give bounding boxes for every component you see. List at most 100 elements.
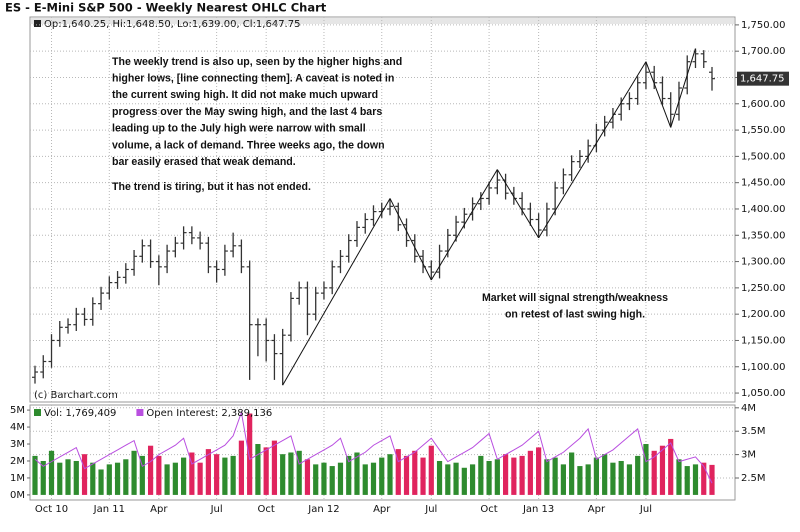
- swing-line: [389, 198, 432, 281]
- volume-bar: [593, 457, 600, 495]
- chart-title: ES - E-Mini S&P 500 - Weekly Nearest OHL…: [5, 1, 327, 15]
- x-tick-label: Apr: [150, 504, 168, 515]
- volume-bar: [222, 457, 228, 495]
- volume-bar: [436, 460, 443, 495]
- y-tick-label: 0M: [10, 490, 25, 501]
- volume-bar: [247, 413, 253, 495]
- volume-bar: [626, 464, 633, 495]
- volume-bar: [651, 450, 657, 495]
- volume-bar: [214, 454, 220, 495]
- legend-swatch: [34, 409, 41, 416]
- volume-bar: [701, 462, 707, 495]
- volume-bar: [181, 457, 187, 495]
- volume-bar: [346, 455, 352, 495]
- x-tick-label: Jan 12: [307, 504, 339, 515]
- volume-bar: [48, 450, 55, 495]
- annotation: The trend is tiring, but it has not ende…: [112, 181, 311, 193]
- volume-bar: [370, 462, 377, 495]
- open-interest-line: [34, 410, 713, 484]
- y-tick-label: 1,750.00: [741, 20, 786, 31]
- volume-bar: [73, 460, 79, 495]
- volume-bar: [280, 454, 286, 495]
- volume-bar: [692, 464, 699, 495]
- y-tick-label: 1,200.00: [741, 309, 786, 320]
- volume-bar: [139, 455, 145, 495]
- volume-bar: [428, 445, 434, 495]
- volume-bar: [123, 459, 129, 495]
- x-tick-label: Oct 10: [35, 504, 68, 515]
- volume-bar: [114, 462, 121, 495]
- y-tick-label: 4M: [10, 422, 25, 433]
- volume-bar: [321, 462, 327, 495]
- volume-bar: [313, 464, 319, 495]
- volume-bar: [478, 455, 484, 495]
- volume-bar: [453, 462, 459, 495]
- volume-bar: [395, 449, 401, 495]
- y-tick-label: 1,350.00: [741, 230, 786, 241]
- volume-bar: [461, 467, 467, 495]
- volume-bar: [602, 454, 608, 495]
- y-tick-label: 1,600.00: [741, 99, 786, 110]
- y-tick-label: 5M: [10, 405, 25, 416]
- volume-bar: [668, 438, 674, 495]
- y-tick-label: 1,050.00: [741, 388, 786, 399]
- swing-line: [282, 198, 391, 386]
- volume-bar: [329, 466, 335, 495]
- x-tick-label: Jul: [639, 504, 652, 515]
- volume-bar: [552, 457, 558, 495]
- annotation: progress over the May swing high, and th…: [112, 106, 382, 118]
- volume-bar: [527, 450, 533, 495]
- volume-bar: [618, 460, 624, 495]
- volume-bar: [387, 454, 393, 495]
- volume-bar: [238, 440, 245, 495]
- volume-bar: [304, 459, 311, 495]
- volume-bar: [412, 450, 418, 495]
- volume-bar: [57, 462, 63, 495]
- y-tick-label: 2M: [10, 456, 25, 467]
- volume-bar: [296, 450, 302, 495]
- annotation: the current swing high. It did not make …: [112, 89, 378, 101]
- volume-bar: [577, 466, 583, 495]
- y2-tick-label: 3.5M: [741, 426, 766, 437]
- x-tick-label: Oct: [480, 504, 497, 515]
- volume-bar: [544, 459, 550, 495]
- y-tick-label: 1,400.00: [741, 204, 786, 215]
- annotation: The weekly trend is also up, seen by the…: [112, 56, 402, 68]
- volume-bar: [494, 459, 500, 495]
- swing-line: [430, 169, 498, 281]
- volume-bar: [40, 460, 46, 495]
- annotation: higher lows, [line connecting them]. A c…: [112, 72, 394, 84]
- volume-bar: [65, 459, 71, 495]
- volume-bar: [288, 452, 294, 495]
- annotation: leading up to the July high were narrow …: [112, 123, 366, 135]
- source: (c) Barchart.com: [34, 390, 118, 401]
- volume-bar: [511, 457, 517, 495]
- volume-bar: [585, 464, 591, 495]
- y2-tick-label: 3M: [741, 450, 756, 461]
- swing-line: [538, 61, 647, 239]
- volume-bar: [337, 462, 344, 495]
- volume-bar: [106, 464, 112, 495]
- volume-bar: [676, 459, 682, 495]
- swing-line: [496, 169, 540, 239]
- volume-bar: [643, 444, 649, 495]
- y-tick-label: 1,450.00: [741, 178, 786, 189]
- last-price-label: 1,647.75: [740, 74, 785, 85]
- legend-swatch: [136, 409, 144, 416]
- y-tick-label: 3M: [10, 439, 25, 450]
- volume-bar: [354, 452, 360, 495]
- price-panel: [29, 16, 736, 403]
- y-tick-label: 1,550.00: [741, 125, 786, 136]
- volume-bar: [172, 462, 178, 495]
- x-tick-label: Oct: [258, 504, 275, 515]
- volume-bar: [569, 452, 575, 495]
- x-tick-label: Apr: [588, 504, 606, 515]
- y-tick-label: 1,700.00: [741, 46, 786, 57]
- x-tick-label: Apr: [373, 504, 391, 515]
- legend-swatch: [34, 20, 41, 27]
- annotation: bar easily erased that weak demand.: [112, 156, 296, 168]
- volume-bar: [147, 445, 154, 495]
- price-legend: Op:1,640.25, Hi:1,648.50, Lo:1,639.00, C…: [44, 19, 300, 30]
- volume-bar: [32, 455, 38, 495]
- volume-bar: [362, 464, 368, 495]
